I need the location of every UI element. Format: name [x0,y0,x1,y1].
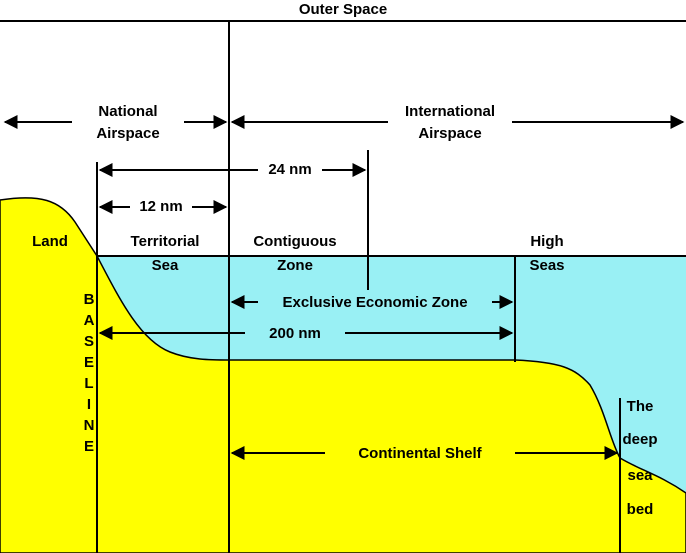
baseline-letter: A [84,312,95,329]
baseline-letter: B [84,291,95,308]
deep-sea-bed-line: deep [622,431,657,448]
land-label: Land [32,233,68,250]
baseline-letter: L [84,375,93,392]
eez-label: Exclusive Economic Zone [282,294,467,311]
high-seas: Seas [529,257,564,274]
territorial-sea: Territorial [131,233,200,250]
contiguous-zone: Contiguous [253,233,336,250]
distance-label: 24 nm [268,161,311,178]
international-airspace: Airspace [418,125,481,142]
baseline-letter: S [84,333,94,350]
national-airspace: National [98,103,157,120]
territorial-sea: Sea [152,257,179,274]
high-seas: High [530,233,563,250]
baseline-letter: N [84,417,95,434]
baseline-letter: I [87,396,91,413]
continental-shelf: Continental Shelf [358,445,482,462]
distance-label: 200 nm [269,325,321,342]
contiguous-zone: Zone [277,257,313,274]
outer-space: Outer Space [299,1,387,18]
maritime-zones-diagram: Outer Space National Airspace Internatio… [0,0,686,553]
baseline-letter: E [84,438,94,455]
deep-sea-bed-line: bed [627,501,654,518]
national-airspace: Airspace [96,125,159,142]
international-airspace: International [405,103,495,120]
baseline-letter: E [84,354,94,371]
deep-sea-bed-line: The [627,398,654,415]
deep-sea-bed-line: sea [627,467,653,484]
distance-label: 12 nm [139,198,182,215]
